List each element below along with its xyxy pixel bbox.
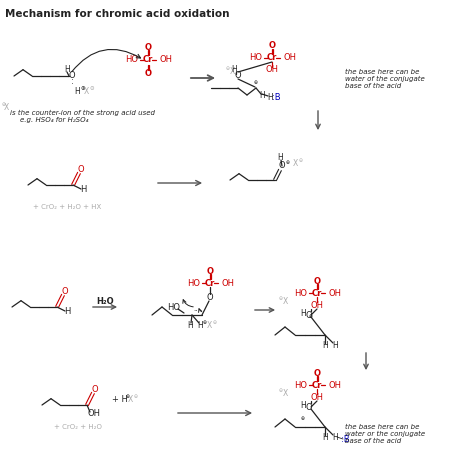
Text: X: X bbox=[83, 88, 89, 97]
Text: ⊖: ⊖ bbox=[299, 157, 303, 162]
Text: water of the conjugate: water of the conjugate bbox=[345, 76, 425, 82]
Text: H: H bbox=[300, 309, 306, 317]
Text: HO: HO bbox=[249, 54, 263, 63]
Text: + CrO₂ + H₂O + HX: + CrO₂ + H₂O + HX bbox=[33, 204, 101, 210]
Text: Mechanism for chromic acid oxidation: Mechanism for chromic acid oxidation bbox=[5, 9, 229, 19]
Text: O: O bbox=[306, 403, 312, 412]
Text: ⊕: ⊕ bbox=[254, 80, 258, 84]
Text: OH: OH bbox=[221, 278, 235, 287]
Text: HO: HO bbox=[188, 278, 201, 287]
Text: X: X bbox=[128, 396, 133, 405]
Text: OH: OH bbox=[328, 381, 341, 390]
Text: O: O bbox=[62, 287, 68, 297]
Text: Cr: Cr bbox=[205, 278, 215, 287]
Text: OH: OH bbox=[310, 300, 323, 309]
Text: + H: + H bbox=[112, 396, 128, 405]
Text: H: H bbox=[259, 91, 265, 100]
Text: HO: HO bbox=[167, 302, 181, 311]
Text: O: O bbox=[313, 368, 320, 377]
Text: OH: OH bbox=[310, 392, 323, 401]
Text: O: O bbox=[145, 68, 152, 78]
Text: O: O bbox=[268, 41, 275, 50]
Text: O: O bbox=[207, 267, 213, 276]
Text: Cr: Cr bbox=[312, 289, 322, 298]
Text: the base here can be: the base here can be bbox=[345, 424, 419, 430]
Text: O: O bbox=[207, 293, 213, 302]
Text: H: H bbox=[267, 94, 273, 103]
Text: X: X bbox=[283, 297, 288, 306]
Text: e.g. HSO₄ for H₂SO₄: e.g. HSO₄ for H₂SO₄ bbox=[20, 117, 88, 123]
Text: water or the conjugate: water or the conjugate bbox=[345, 431, 425, 437]
Text: ⊕: ⊕ bbox=[81, 87, 85, 91]
Text: H: H bbox=[231, 65, 237, 73]
Text: ⊕: ⊕ bbox=[126, 393, 130, 398]
Text: H: H bbox=[332, 432, 338, 441]
Text: ⊖: ⊖ bbox=[90, 87, 94, 91]
Text: O: O bbox=[145, 42, 152, 51]
Text: :: : bbox=[71, 76, 73, 86]
Text: H: H bbox=[322, 432, 328, 441]
Text: HO: HO bbox=[126, 56, 138, 65]
Text: ⊖: ⊖ bbox=[134, 393, 138, 398]
Text: ⊕: ⊕ bbox=[286, 161, 290, 165]
Text: HO: HO bbox=[294, 381, 308, 390]
Text: ⊖: ⊖ bbox=[279, 295, 283, 300]
Text: Cr: Cr bbox=[143, 56, 153, 65]
Text: OH: OH bbox=[88, 409, 100, 419]
Text: base of the acid: base of the acid bbox=[345, 83, 401, 89]
Text: H: H bbox=[64, 308, 70, 317]
Text: ⊕: ⊕ bbox=[309, 315, 313, 319]
Text: OH: OH bbox=[265, 65, 279, 74]
Text: :B: :B bbox=[272, 94, 280, 103]
Text: H: H bbox=[300, 400, 306, 409]
Text: ⊖: ⊖ bbox=[226, 66, 230, 72]
Text: base of the acid: base of the acid bbox=[345, 438, 401, 444]
Text: is the counter-ion of the strong acid used: is the counter-ion of the strong acid us… bbox=[10, 110, 155, 116]
Text: O: O bbox=[306, 310, 312, 319]
Text: H: H bbox=[64, 65, 70, 73]
Text: the base here can be: the base here can be bbox=[345, 69, 419, 75]
Text: HO: HO bbox=[294, 289, 308, 298]
Text: ⊖: ⊖ bbox=[279, 388, 283, 392]
Text: O: O bbox=[69, 72, 75, 81]
Text: X: X bbox=[206, 320, 211, 330]
Text: H: H bbox=[277, 154, 283, 162]
Text: + CrO₂ + H₂O: + CrO₂ + H₂O bbox=[54, 424, 102, 430]
Text: O: O bbox=[235, 72, 241, 81]
Text: X: X bbox=[292, 159, 298, 168]
Text: H: H bbox=[332, 341, 338, 349]
Text: H: H bbox=[197, 320, 203, 330]
Text: X: X bbox=[229, 67, 235, 76]
Text: ⊕: ⊕ bbox=[203, 319, 207, 325]
Text: X: X bbox=[4, 104, 9, 113]
Text: ⊖: ⊖ bbox=[213, 319, 217, 325]
Text: H: H bbox=[74, 88, 80, 97]
Text: O: O bbox=[313, 276, 320, 285]
Text: Cr: Cr bbox=[312, 381, 322, 390]
Text: X: X bbox=[283, 389, 288, 398]
Text: H: H bbox=[187, 320, 193, 330]
Text: ..: .. bbox=[194, 306, 198, 312]
Text: H: H bbox=[322, 341, 328, 349]
Text: OH: OH bbox=[159, 56, 173, 65]
Text: H₂O: H₂O bbox=[96, 297, 114, 306]
Text: :B: :B bbox=[341, 435, 349, 444]
Text: O: O bbox=[78, 165, 84, 174]
Text: OH: OH bbox=[283, 54, 297, 63]
Text: H: H bbox=[80, 186, 86, 195]
Text: O: O bbox=[91, 385, 98, 395]
Text: Cr: Cr bbox=[267, 54, 277, 63]
Text: O: O bbox=[279, 162, 285, 171]
Text: ⊕: ⊕ bbox=[301, 416, 305, 422]
Text: ⊖: ⊖ bbox=[2, 103, 6, 107]
Text: OH: OH bbox=[328, 289, 341, 298]
